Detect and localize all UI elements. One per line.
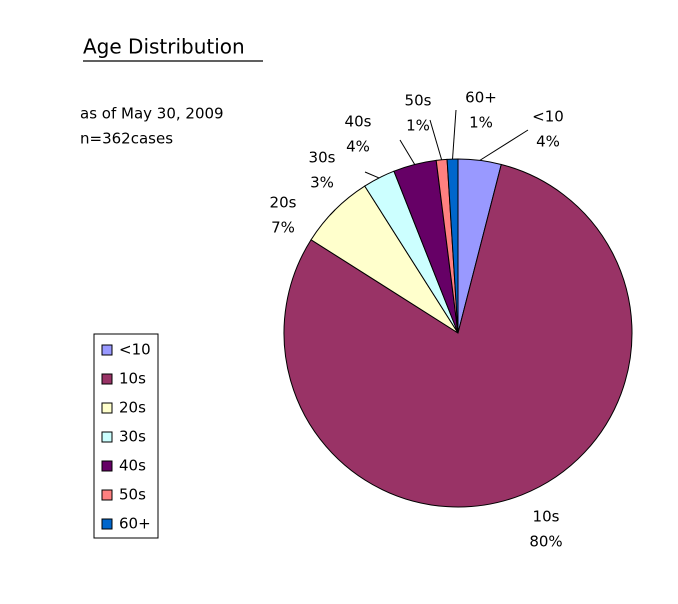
legend-swatch [101,460,113,472]
chart-title: Age Distribution [83,35,245,59]
slice-label: 50s [405,92,432,110]
slice-label: 40s [345,113,372,131]
legend-swatch [101,518,113,530]
legend-label: 10s [119,370,146,388]
slice-value-label: 4% [536,133,560,151]
slice-value-label: 1% [469,114,493,132]
subtitle: n=362cases [80,130,173,148]
slice-value-label: 7% [271,219,295,237]
leader-line [452,109,457,160]
slice-label: 10s [533,508,560,526]
slice-label: 30s [309,149,336,167]
leader-line [329,209,336,216]
slice-value-label: 80% [529,533,562,551]
legend-swatch [101,344,113,356]
legend-label: 50s [119,486,146,504]
subtitle: as of May 30, 2009 [80,105,224,123]
legend-label: 30s [119,428,146,446]
legend-swatch [101,431,113,443]
leader-line [429,119,443,160]
legend-swatch [101,402,113,414]
pie-slice [283,163,633,508]
leader-line [399,139,416,165]
slice-label: <10 [532,108,564,126]
legend-swatch [101,489,113,501]
legend-swatch [101,373,113,385]
leader-line [364,171,380,179]
legend-label: 20s [119,399,146,417]
legend-label: 40s [119,457,146,475]
legend-label: <10 [119,341,151,359]
slice-value-label: 4% [346,138,370,156]
slice-label: 20s [270,194,297,212]
slice-label: 60+ [465,89,497,107]
leader-line [479,129,529,161]
slice-value-label: 1% [406,117,430,135]
legend-label: 60+ [119,515,151,533]
slice-value-label: 3% [310,174,334,192]
